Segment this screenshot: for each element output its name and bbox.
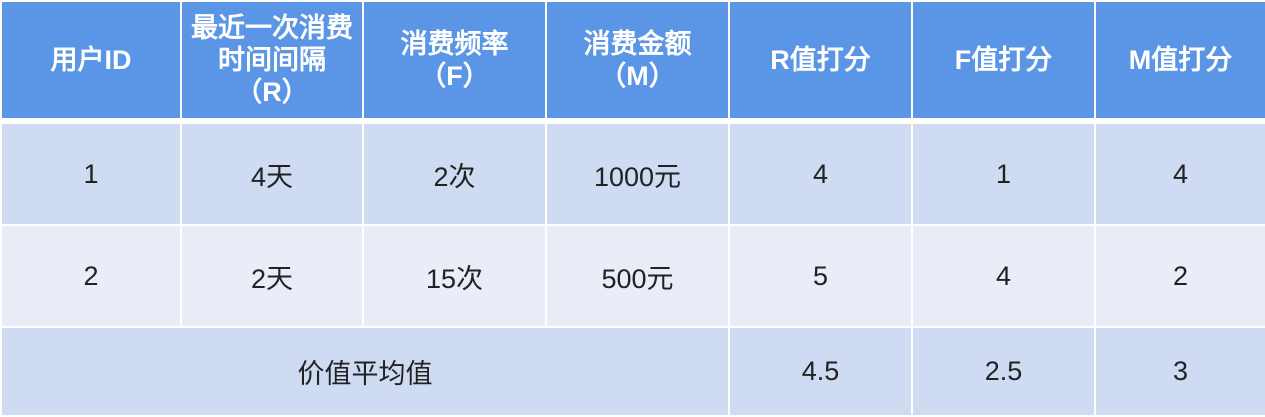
header-row: 用户ID 最近一次消费时间间隔（R） 消费频率（F） 消费金额（M） R值打分 … xyxy=(0,0,1265,124)
summary-row: 价值平均值 4.5 2.5 3 xyxy=(0,326,1265,417)
cell: 500元 xyxy=(545,224,730,328)
summary-f: 2.5 xyxy=(911,326,1096,417)
cell: 2 xyxy=(0,224,182,328)
cell: 1000元 xyxy=(545,120,730,226)
cell: 5 xyxy=(728,224,913,328)
cell: 2天 xyxy=(180,224,364,328)
header-cell: M值打分 xyxy=(1094,0,1265,124)
cell: 4 xyxy=(1094,120,1265,226)
summary-m: 3 xyxy=(1094,326,1265,417)
cell: 4 xyxy=(911,224,1096,328)
table-row: 2 2天 15次 500元 5 4 2 xyxy=(0,224,1265,328)
header-cell: 最近一次消费时间间隔（R） xyxy=(180,0,364,124)
header-cell: R值打分 xyxy=(728,0,913,124)
header-cell: 用户ID xyxy=(0,0,182,124)
header-cell: 消费频率（F） xyxy=(362,0,547,124)
cell: 2次 xyxy=(362,120,547,226)
cell: 4 xyxy=(728,120,913,226)
table-row: 1 4天 2次 1000元 4 1 4 xyxy=(0,120,1265,226)
cell: 15次 xyxy=(362,224,547,328)
cell: 1 xyxy=(911,120,1096,226)
summary-label: 价值平均值 xyxy=(0,326,730,417)
cell: 2 xyxy=(1094,224,1265,328)
header-cell: 消费金额（M） xyxy=(545,0,730,124)
header-cell: F值打分 xyxy=(911,0,1096,124)
summary-r: 4.5 xyxy=(728,326,913,417)
cell: 1 xyxy=(0,120,182,226)
cell: 4天 xyxy=(180,120,364,226)
